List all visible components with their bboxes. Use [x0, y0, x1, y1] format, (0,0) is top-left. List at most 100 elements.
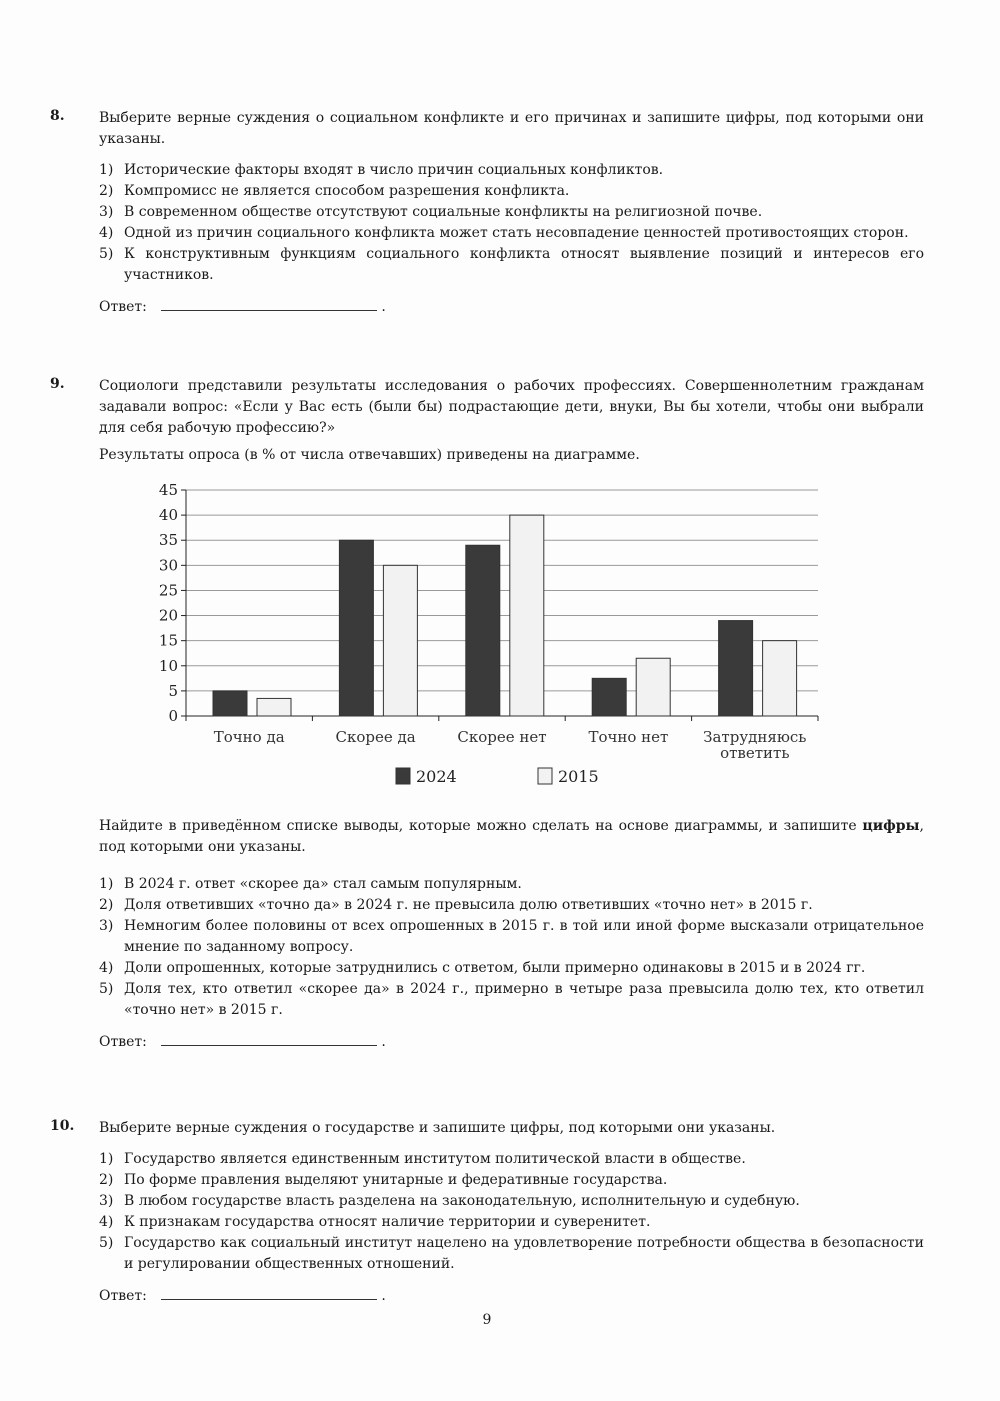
bar-2015: [509, 514, 545, 717]
bar-2015: [635, 657, 671, 717]
legend-swatch-2015: [537, 767, 553, 785]
bar-2015: [256, 697, 292, 717]
answer-row: Ответ: .: [99, 296, 924, 318]
x-category-label: Точно да: [214, 728, 285, 746]
y-tick-label: 30: [159, 556, 178, 574]
task-text-pre: Найдите в приведённом списке выводы, кот…: [99, 818, 863, 834]
option-text: Компромисс не является способом разрешен…: [124, 183, 570, 199]
options-list: 1) В 2024 г. ответ «скорее да» стал самым…: [99, 874, 924, 1021]
option-item: 5) Государство как социальный институт на…: [99, 1233, 924, 1275]
option-number: 3): [99, 1193, 114, 1209]
option-text: Доля ответивших «точно да» в 2024 г. не …: [124, 897, 813, 913]
x-category-label: Точно нет: [588, 728, 668, 746]
bar-2024: [338, 539, 374, 717]
bar-2024: [465, 544, 501, 717]
option-text: Доли опрошенных, которые затруднились с …: [124, 960, 866, 976]
y-tick-label: 10: [159, 657, 178, 675]
question-number: 10.: [50, 1118, 75, 1134]
option-number: 3): [99, 204, 114, 220]
option-text: В современном обществе отсутствуют социа…: [124, 204, 763, 220]
option-number: 4): [99, 225, 114, 241]
answer-label: Ответ:: [99, 299, 147, 315]
answer-field[interactable]: [160, 1031, 377, 1046]
options-list: 1) Государство является единственным инст…: [99, 1149, 924, 1275]
option-item: 3) В современном обществе отсутствуют соц…: [99, 202, 924, 223]
bar-chart: 0 5 10 15 20 25 30 35 40 45 Точно да Скорее да Скоре…: [159, 481, 819, 786]
y-tick-label: 25: [159, 581, 178, 599]
legend-swatch-2024: [395, 767, 411, 785]
option-number: 2): [99, 897, 114, 913]
y-tick-label: 45: [159, 481, 178, 499]
y-tick-label: 40: [159, 506, 178, 524]
option-text: В 2024 г. ответ «скорее да» стал самым п…: [124, 876, 522, 892]
option-item: 2) Доля ответивших «точно да» в 2024 г. н…: [99, 895, 924, 916]
question-text: Социологи представили результаты исследо…: [99, 378, 924, 436]
option-item: 5) К конструктивным функциям социального …: [99, 244, 924, 286]
answer-row: Ответ: .: [99, 1285, 924, 1307]
task-text-bold: цифры: [862, 818, 920, 834]
question-text: Выберите верные суждения о социальном ко…: [99, 110, 924, 147]
bar-2024: [718, 620, 754, 717]
option-item: 2) Компромисс не является способом разреш…: [99, 181, 924, 202]
answer-dot: .: [381, 1288, 386, 1304]
answer-field[interactable]: [160, 1285, 377, 1300]
option-item: 4) К признакам государства относят наличи…: [99, 1212, 924, 1233]
option-text: В любом государстве власть разделена на …: [124, 1193, 800, 1209]
answer-dot: .: [381, 299, 386, 315]
option-text: По форме правления выделяют унитарные и …: [124, 1172, 668, 1188]
option-text: Государство является единственным инстит…: [124, 1151, 746, 1167]
option-item: 1) Государство является единственным инст…: [99, 1149, 924, 1170]
y-tick-label: 20: [159, 607, 178, 625]
option-item: 3) Немногим более половины от всех опроше…: [99, 916, 924, 958]
option-item: 2) По форме правления выделяют унитарные …: [99, 1170, 924, 1191]
option-text: Исторические факторы входят в число прич…: [124, 162, 664, 178]
option-number: 1): [99, 876, 114, 892]
option-number: 5): [99, 981, 114, 997]
y-tick-label: 5: [168, 682, 178, 700]
legend-label: 2015: [558, 767, 599, 786]
option-number: 5): [99, 1235, 114, 1251]
bar-2015: [762, 640, 798, 717]
question-9-task: Найдите в приведённом списке выводы, кот…: [50, 816, 924, 1053]
option-item: 3) В любом государстве власть разделена н…: [99, 1191, 924, 1212]
option-item: 5) Доля тех, кто ответил «скорее да» в 20…: [99, 979, 924, 1021]
option-number: 4): [99, 960, 114, 976]
answer-label: Ответ:: [99, 1288, 147, 1304]
option-text: Немногим более половины от всех опрошенн…: [124, 918, 924, 955]
y-tick-label: 35: [159, 531, 178, 549]
option-number: 1): [99, 162, 114, 178]
y-tick-label: 0: [168, 707, 178, 725]
bar-2015: [382, 564, 418, 717]
option-text: Одной из причин социального конфликта мо…: [124, 225, 909, 241]
option-item: 4) Одной из причин социального конфликта …: [99, 223, 924, 244]
options-list: 1) Исторические факторы входят в число пр…: [99, 160, 924, 286]
option-number: 1): [99, 1151, 114, 1167]
question-number: 9.: [50, 376, 65, 392]
y-tick-label: 15: [159, 632, 178, 650]
option-number: 4): [99, 1214, 114, 1230]
bar-2024: [591, 677, 627, 717]
answer-row: Ответ: .: [99, 1031, 924, 1053]
option-number: 2): [99, 1172, 114, 1188]
option-number: 2): [99, 183, 114, 199]
page-number: 9: [482, 1312, 492, 1328]
task-text: Найдите в приведённом списке выводы, кот…: [99, 816, 924, 858]
option-text: Доля тех, кто ответил «скорее да» в 2024…: [124, 981, 924, 1018]
answer-label: Ответ:: [99, 1034, 147, 1050]
question-9: 9. Социологи представили результаты иссл…: [50, 376, 924, 466]
option-item: 4) Доли опрошенных, которые затруднились …: [99, 958, 924, 979]
question-8: 8. Выберите верные суждения о социальном…: [50, 108, 924, 318]
question-text-2: Результаты опроса (в % от числа отвечавш…: [99, 447, 640, 463]
answer-dot: .: [381, 1034, 386, 1050]
x-category-label: ответить: [720, 744, 789, 762]
task-text-post: , под которыми они указаны.: [99, 818, 924, 855]
answer-field[interactable]: [160, 296, 377, 311]
question-10: 10. Выберите верные суждения о государст…: [50, 1118, 924, 1307]
x-category-label: Скорее да: [336, 728, 416, 746]
option-item: 1) В 2024 г. ответ «скорее да» стал самым…: [99, 874, 924, 895]
question-number: 8.: [50, 108, 65, 124]
option-number: 3): [99, 918, 114, 934]
option-item: 1) Исторические факторы входят в число пр…: [99, 160, 924, 181]
x-category-label: Скорее нет: [457, 728, 546, 746]
